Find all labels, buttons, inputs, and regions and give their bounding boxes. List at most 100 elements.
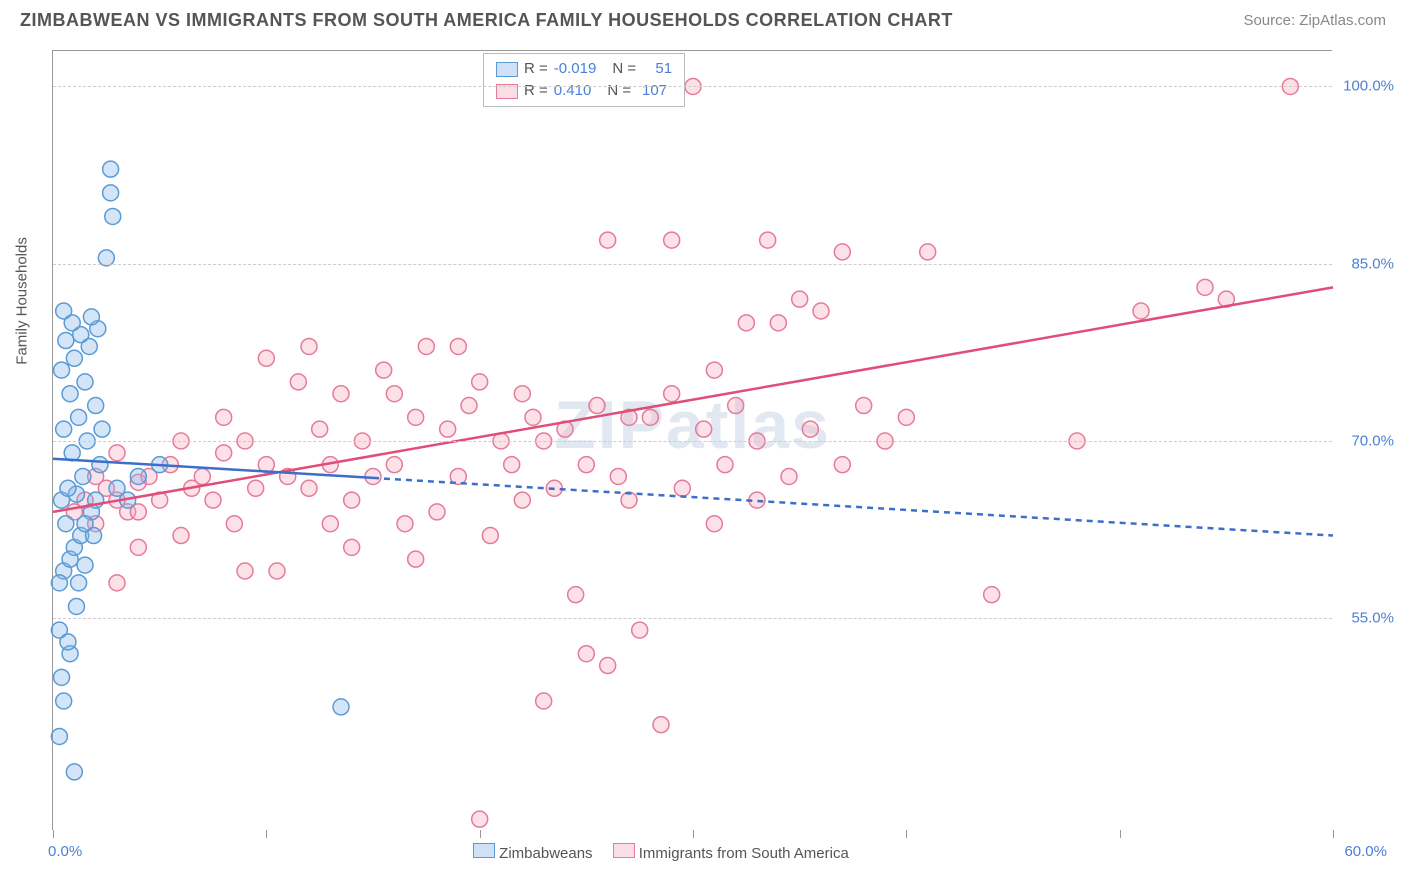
scatter-point-pink — [301, 480, 317, 496]
scatter-point-pink — [792, 291, 808, 307]
legend-blue-n: 51 — [642, 58, 672, 80]
legend-item-pink: Immigrants from South America — [613, 843, 849, 862]
xtick — [693, 830, 694, 838]
scatter-point-pink — [738, 315, 754, 331]
scatter-point-pink — [514, 492, 530, 508]
scatter-point-pink — [429, 504, 445, 520]
scatter-point-pink — [109, 575, 125, 591]
scatter-point-pink — [109, 445, 125, 461]
scatter-point-pink — [834, 244, 850, 260]
scatter-point-pink — [386, 386, 402, 402]
scatter-point-pink — [301, 338, 317, 354]
ytick-label: 55.0% — [1351, 610, 1394, 627]
chart-plot-area: ZIPatlas R = -0.019 N = 51 R = 0.410 N =… — [52, 50, 1332, 830]
xtick — [266, 830, 267, 838]
scatter-point-blue — [94, 421, 110, 437]
gridline — [53, 618, 1332, 619]
scatter-point-pink — [589, 398, 605, 414]
swatch-pink-icon — [613, 843, 635, 858]
scatter-point-pink — [920, 244, 936, 260]
scatter-point-pink — [984, 587, 1000, 603]
correlation-legend: R = -0.019 N = 51 R = 0.410 N = 107 — [483, 53, 685, 107]
scatter-point-pink — [653, 717, 669, 733]
scatter-point-blue — [77, 516, 93, 532]
scatter-point-pink — [440, 421, 456, 437]
legend-pink-n: 107 — [637, 80, 667, 102]
scatter-point-pink — [770, 315, 786, 331]
scatter-point-blue — [130, 468, 146, 484]
scatter-point-blue — [54, 362, 70, 378]
scatter-point-blue — [77, 374, 93, 390]
scatter-point-pink — [664, 386, 680, 402]
scatter-point-pink — [856, 398, 872, 414]
scatter-point-pink — [717, 457, 733, 473]
scatter-point-blue — [105, 208, 121, 224]
scatter-point-pink — [504, 457, 520, 473]
series-legend: Zimbabweans Immigrants from South Americ… — [473, 843, 849, 862]
legend-row-pink: R = 0.410 N = 107 — [496, 80, 672, 102]
scatter-point-pink — [173, 528, 189, 544]
scatter-point-pink — [226, 516, 242, 532]
scatter-point-blue — [88, 398, 104, 414]
scatter-point-blue — [103, 161, 119, 177]
scatter-point-pink — [258, 350, 274, 366]
xtick — [1120, 830, 1121, 838]
scatter-point-blue — [58, 333, 74, 349]
legend-r-label: R = — [524, 58, 548, 80]
scatter-point-blue — [83, 309, 99, 325]
scatter-point-blue — [51, 575, 67, 591]
scatter-point-blue — [77, 557, 93, 573]
scatter-point-pink — [802, 421, 818, 437]
scatter-point-pink — [600, 658, 616, 674]
scatter-point-pink — [578, 457, 594, 473]
scatter-point-pink — [706, 362, 722, 378]
scatter-point-blue — [103, 185, 119, 201]
scatter-point-blue — [60, 634, 76, 650]
scatter-point-pink — [333, 386, 349, 402]
scatter-point-pink — [578, 646, 594, 662]
scatter-point-pink — [898, 409, 914, 425]
y-axis-label: Family Households — [14, 237, 31, 365]
scatter-point-pink — [632, 622, 648, 638]
xtick — [480, 830, 481, 838]
scatter-point-pink — [205, 492, 221, 508]
scatter-point-pink — [610, 468, 626, 484]
scatter-point-blue — [66, 764, 82, 780]
scatter-point-pink — [536, 693, 552, 709]
source-attribution: Source: ZipAtlas.com — [1243, 12, 1386, 29]
legend-n-label: N = — [607, 80, 631, 102]
scatter-point-blue — [62, 386, 78, 402]
scatter-point-pink — [130, 539, 146, 555]
scatter-point-blue — [109, 480, 125, 496]
scatter-point-blue — [71, 409, 87, 425]
legend-pink-r: 0.410 — [554, 80, 592, 102]
swatch-blue-icon — [473, 843, 495, 858]
swatch-blue-icon — [496, 62, 518, 77]
scatter-point-pink — [408, 409, 424, 425]
scatter-point-blue — [56, 421, 72, 437]
scatter-point-pink — [248, 480, 264, 496]
scatter-point-blue — [58, 516, 74, 532]
scatter-point-blue — [60, 480, 76, 496]
scatter-point-blue — [66, 350, 82, 366]
legend-pink-label: Immigrants from South America — [639, 845, 849, 862]
scatter-point-pink — [290, 374, 306, 390]
scatter-point-pink — [450, 338, 466, 354]
scatter-point-pink — [706, 516, 722, 532]
scatter-point-pink — [482, 528, 498, 544]
scatter-point-blue — [333, 699, 349, 715]
scatter-point-blue — [71, 575, 87, 591]
scatter-point-blue — [56, 303, 72, 319]
x-axis-max-label: 60.0% — [1344, 843, 1387, 860]
legend-r-label: R = — [524, 80, 548, 102]
scatter-point-pink — [237, 563, 253, 579]
scatter-point-pink — [216, 409, 232, 425]
scatter-point-pink — [525, 409, 541, 425]
legend-blue-r: -0.019 — [554, 58, 597, 80]
scatter-point-blue — [75, 468, 91, 484]
scatter-point-pink — [664, 232, 680, 248]
ytick-label: 70.0% — [1351, 433, 1394, 450]
scatter-point-pink — [1133, 303, 1149, 319]
scatter-point-blue — [51, 728, 67, 744]
scatter-point-pink — [696, 421, 712, 437]
